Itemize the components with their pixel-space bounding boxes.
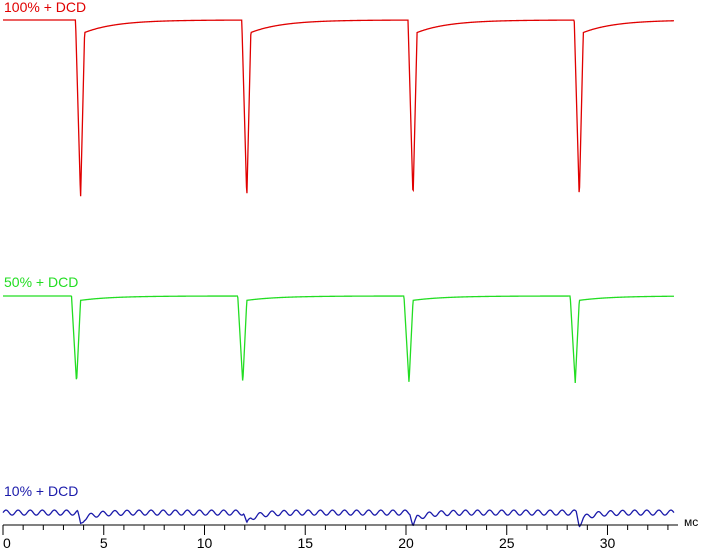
series-line bbox=[3, 295, 674, 383]
x-tick-label: 5 bbox=[100, 535, 108, 549]
x-axis-ticks: 0 5 10 15 20 25 30 bbox=[2, 525, 669, 549]
series-label: 10% + DCD bbox=[4, 483, 78, 499]
x-tick-label: 15 bbox=[297, 535, 313, 549]
x-axis-unit: мс bbox=[684, 515, 698, 529]
series-label: 50% + DCD bbox=[4, 274, 78, 290]
x-tick-label: 0 bbox=[3, 535, 11, 549]
series-labels: 100% + DCD 50% + DCD 10% + DCD bbox=[4, 0, 86, 499]
series-label: 100% + DCD bbox=[4, 0, 86, 15]
traces-group bbox=[2, 19, 675, 528]
x-axis: 0 5 10 15 20 25 30 мс bbox=[2, 515, 698, 549]
x-tick-label: 25 bbox=[499, 535, 515, 549]
x-tick-label: 10 bbox=[197, 535, 213, 549]
x-tick-label: 20 bbox=[398, 535, 414, 549]
series-line bbox=[3, 19, 674, 197]
x-tick-label: 30 bbox=[600, 535, 616, 549]
series-line bbox=[2, 509, 675, 528]
